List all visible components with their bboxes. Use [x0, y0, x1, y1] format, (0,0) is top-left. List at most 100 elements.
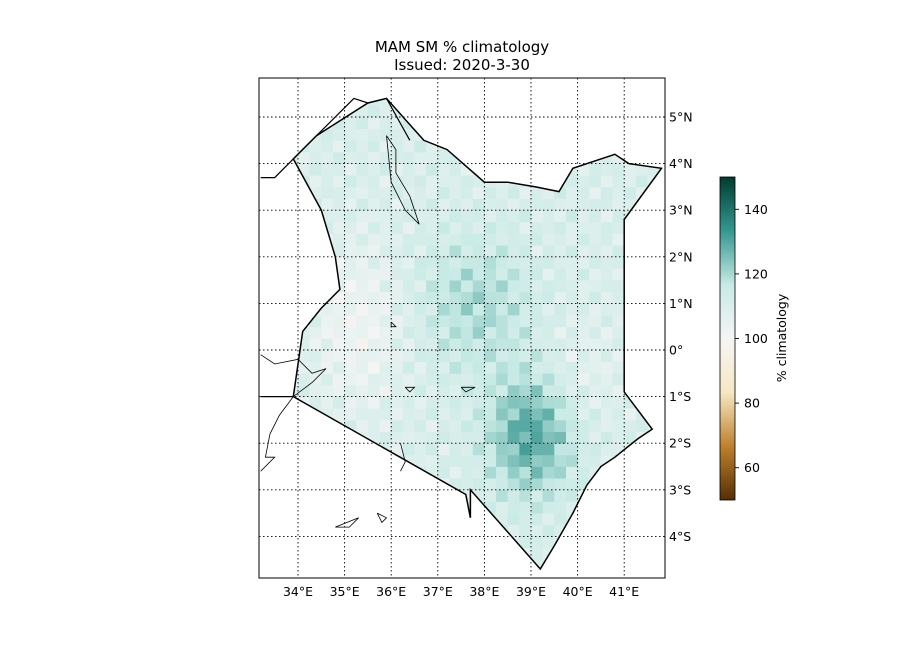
sm-cell — [379, 384, 392, 397]
map-area — [259, 78, 665, 583]
sm-cell — [531, 419, 543, 432]
sm-cell — [321, 419, 334, 432]
sm-cell — [367, 326, 380, 339]
sm-cell — [496, 291, 509, 304]
sm-cell — [635, 548, 648, 560]
sm-cell — [293, 489, 299, 502]
sm-cell — [293, 419, 299, 432]
sm-cell — [624, 221, 637, 234]
sm-cell — [391, 221, 404, 234]
lon-tick-label: 36°E — [376, 584, 406, 599]
sm-cell — [437, 128, 450, 141]
sm-cell — [403, 571, 415, 583]
sm-cell — [379, 198, 392, 211]
sm-cell — [449, 408, 462, 421]
sm-cell — [332, 373, 345, 386]
sm-cell — [275, 408, 287, 420]
sm-cell — [309, 419, 322, 432]
sm-cell — [321, 501, 334, 514]
sm-cell — [449, 454, 462, 467]
sm-cell — [426, 117, 439, 129]
sm-cell — [367, 128, 380, 141]
sm-cell — [484, 559, 497, 570]
sm-cell — [437, 303, 450, 316]
sm-cell — [542, 221, 555, 234]
sm-cell — [367, 548, 380, 560]
sm-cell — [379, 140, 392, 153]
lat-tick-label: 2°S — [669, 436, 691, 451]
sm-cell — [531, 128, 543, 141]
sm-cell — [589, 350, 602, 362]
sm-cell — [356, 326, 369, 339]
sm-cell — [589, 408, 602, 421]
sm-cell — [391, 163, 404, 176]
sm-cell — [635, 513, 648, 526]
sm-cell — [426, 373, 439, 386]
sm-cell — [566, 186, 578, 199]
sm-cell — [391, 489, 404, 502]
sm-cell — [309, 280, 322, 293]
sm-cell — [600, 559, 613, 570]
sm-cell — [293, 408, 299, 421]
sm-cell — [519, 559, 532, 570]
sm-cell — [309, 221, 322, 234]
sm-cell — [367, 210, 380, 223]
sm-cell — [472, 384, 485, 397]
sm-cell — [566, 548, 578, 560]
sm-cell — [578, 571, 590, 583]
sm-cell — [577, 186, 590, 199]
lon-tick-label: 39°E — [516, 584, 546, 599]
sm-cell — [600, 175, 613, 188]
sm-cell — [600, 466, 613, 479]
sm-cell — [554, 128, 567, 141]
sm-cell — [391, 548, 404, 560]
sm-cell — [589, 280, 602, 293]
sm-cell — [484, 82, 496, 94]
sm-cell — [624, 536, 637, 549]
lat-tick-label: 2°N — [669, 249, 693, 264]
sm-cell — [402, 233, 415, 246]
sm-cell — [275, 385, 287, 397]
sm-cell — [647, 268, 660, 281]
kenya-border — [292, 97, 663, 571]
sm-cell — [321, 431, 334, 444]
sm-cell — [554, 419, 567, 432]
sm-cell — [566, 268, 578, 281]
sm-cell — [612, 466, 625, 479]
sm-cell — [566, 350, 578, 362]
sm-cell — [519, 571, 531, 583]
sm-cell — [507, 373, 520, 386]
sm-cell — [519, 384, 532, 397]
sm-cell — [589, 198, 602, 211]
sm-cell — [612, 233, 625, 246]
sm-cell — [612, 536, 625, 549]
sm-cell — [332, 513, 345, 526]
sm-cell — [484, 431, 497, 444]
lat-tick-label: 4°N — [669, 156, 693, 171]
sm-cell — [344, 559, 357, 570]
sm-cell — [542, 98, 555, 106]
sm-cell — [332, 501, 345, 514]
sm-cell — [344, 350, 357, 362]
sm-cell — [321, 571, 333, 583]
sm-cell — [519, 105, 532, 118]
sm-cell — [275, 222, 287, 234]
sm-cell — [414, 524, 427, 537]
sm-cell — [437, 559, 450, 570]
sm-cell — [414, 559, 427, 570]
sm-cell — [601, 82, 613, 94]
sm-cell — [414, 105, 427, 118]
sm-cell — [344, 128, 357, 141]
lat-tick-label: 3°N — [669, 203, 693, 218]
sm-cell — [507, 524, 520, 537]
sm-cell — [275, 350, 287, 362]
sm-cell — [449, 163, 462, 176]
sm-cell — [577, 303, 590, 316]
sm-cell — [542, 210, 555, 223]
sm-cell — [437, 384, 450, 397]
sm-cell — [612, 408, 625, 421]
sm-cell — [542, 501, 555, 514]
sm-cell — [426, 210, 439, 223]
sm-cell — [566, 210, 578, 223]
sm-cell — [437, 350, 450, 362]
